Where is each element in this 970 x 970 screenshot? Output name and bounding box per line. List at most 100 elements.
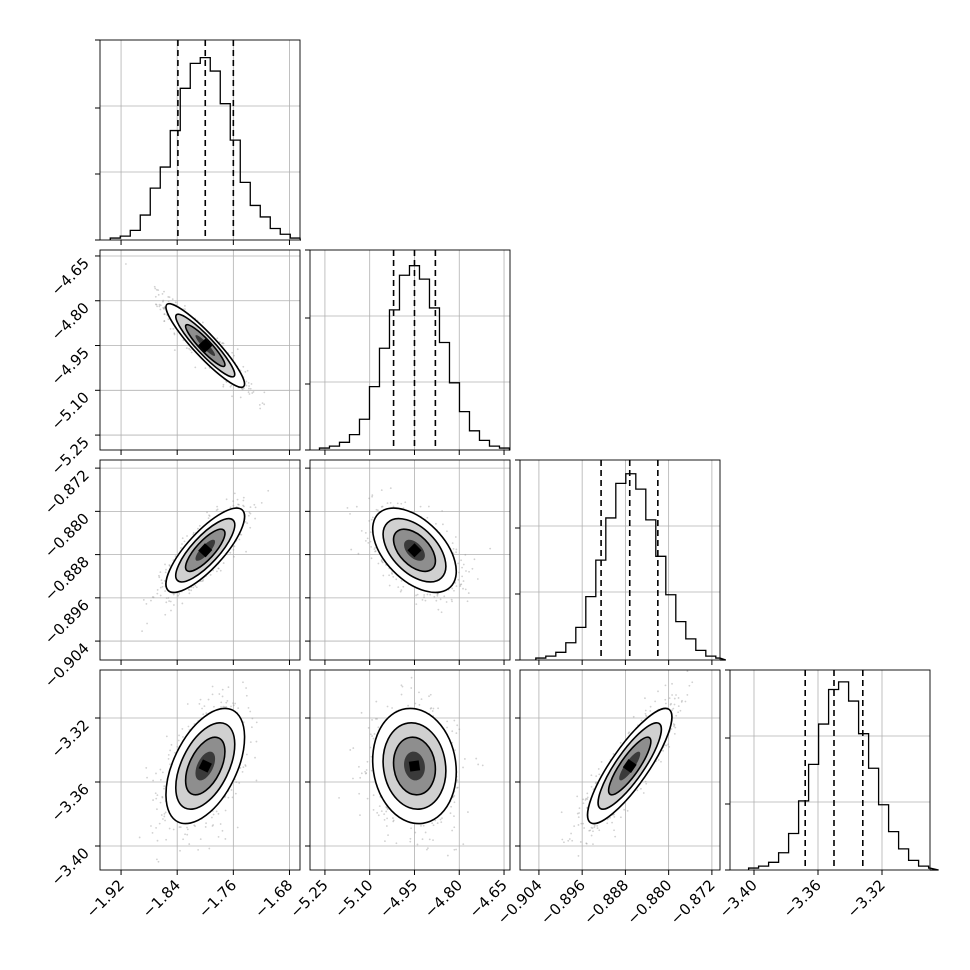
sample-point xyxy=(216,337,219,340)
sample-point xyxy=(451,730,454,733)
sample-point xyxy=(475,757,478,760)
sample-point xyxy=(241,387,244,390)
sample-point xyxy=(233,545,236,548)
sample-point xyxy=(451,542,454,545)
sample-point xyxy=(352,747,355,749)
sample-point xyxy=(242,365,245,368)
sample-point xyxy=(198,702,201,705)
sample-point xyxy=(563,841,565,844)
sample-point xyxy=(190,351,193,354)
sample-point xyxy=(163,306,166,309)
sample-point xyxy=(437,707,440,710)
sample-point xyxy=(198,524,201,527)
sample-point xyxy=(173,349,176,351)
panel-frame xyxy=(309,669,511,871)
sample-point xyxy=(380,505,383,508)
sample-point xyxy=(619,741,622,744)
sample-point xyxy=(465,570,467,572)
sample-point xyxy=(255,779,258,782)
sample-point xyxy=(162,307,165,310)
sample-point xyxy=(245,753,248,756)
sample-point xyxy=(172,327,175,330)
sample-point xyxy=(221,688,224,691)
sample-point xyxy=(225,381,228,383)
sample-point xyxy=(237,503,239,506)
sample-point xyxy=(439,598,442,601)
sample-point xyxy=(421,838,424,841)
sample-point xyxy=(158,576,161,579)
sample-point xyxy=(384,840,386,842)
sample-point xyxy=(357,765,360,768)
sample-point xyxy=(242,387,245,390)
sample-point xyxy=(244,764,247,766)
sample-point xyxy=(156,589,159,591)
density-peak xyxy=(408,760,421,772)
sample-point xyxy=(164,819,166,822)
sample-point xyxy=(673,697,676,700)
sample-point xyxy=(399,590,402,593)
sample-point xyxy=(385,806,388,808)
panel-frame xyxy=(729,669,931,871)
sample-point xyxy=(453,815,455,818)
sample-point xyxy=(168,296,171,299)
sample-point xyxy=(199,838,202,841)
sample-point xyxy=(155,288,158,291)
sample-point xyxy=(184,833,186,836)
sample-point xyxy=(207,517,210,520)
sample-point xyxy=(464,588,467,591)
sample-point xyxy=(182,736,184,738)
sample-point xyxy=(451,829,454,832)
sample-point xyxy=(410,687,413,689)
sample-point xyxy=(376,509,379,512)
sample-point xyxy=(163,290,165,293)
sample-point xyxy=(435,522,437,525)
sample-point xyxy=(159,594,162,597)
sample-point xyxy=(160,579,163,582)
scatter-panel-1-3 xyxy=(309,669,511,871)
sample-point xyxy=(380,560,383,562)
sample-point xyxy=(431,822,434,825)
sample-point xyxy=(248,393,251,395)
sample-point xyxy=(168,827,171,830)
sample-point xyxy=(436,822,439,825)
sample-point xyxy=(221,829,224,832)
sample-point xyxy=(424,599,427,602)
sample-point xyxy=(427,505,430,508)
sample-point xyxy=(395,842,398,845)
sample-point xyxy=(255,740,258,743)
sample-point xyxy=(263,391,266,394)
sample-point xyxy=(481,764,484,767)
sample-point xyxy=(156,808,158,811)
sample-point xyxy=(240,533,243,536)
sample-point xyxy=(644,709,647,712)
sample-point xyxy=(231,395,233,398)
sample-point xyxy=(194,584,197,587)
sample-point xyxy=(174,751,176,754)
sample-point xyxy=(170,743,173,746)
sample-point xyxy=(364,539,367,542)
sample-point xyxy=(381,505,384,508)
histogram-steps xyxy=(747,681,939,871)
sample-point xyxy=(360,711,363,714)
sample-point xyxy=(453,848,456,851)
sample-point xyxy=(158,303,161,306)
sample-point xyxy=(230,384,233,387)
sample-point xyxy=(595,781,597,784)
sample-point xyxy=(233,354,235,357)
sample-point xyxy=(423,594,426,596)
sample-point xyxy=(458,571,460,574)
sample-point xyxy=(178,734,180,737)
sample-point xyxy=(168,600,171,602)
sample-point xyxy=(370,769,373,772)
sample-point xyxy=(163,313,166,316)
sample-point xyxy=(156,794,159,797)
sample-point xyxy=(432,839,434,841)
sample-point xyxy=(450,598,453,601)
sample-point xyxy=(392,505,395,508)
sample-point xyxy=(611,821,613,824)
sample-point xyxy=(163,306,166,309)
sample-point xyxy=(243,505,245,508)
contour-line xyxy=(165,507,246,594)
sample-point xyxy=(244,520,247,523)
sample-point xyxy=(231,796,234,799)
